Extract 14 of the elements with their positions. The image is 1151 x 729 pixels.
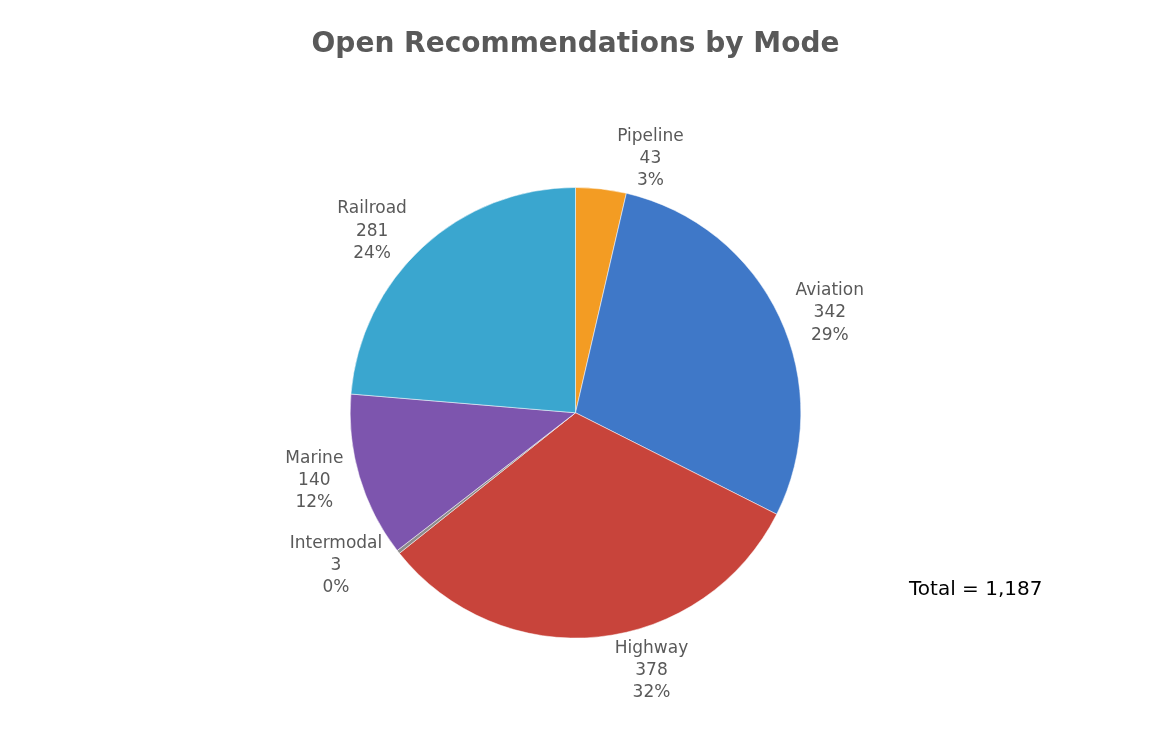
data-label: 140 12% (295, 469, 334, 512)
slice-label: Railroad (337, 197, 407, 218)
data-label: 281 24% (353, 219, 392, 262)
chart-title: Open Recommendations by Mode (311, 26, 840, 60)
slice-label: Highway (614, 636, 689, 657)
data-label: 3 0% (322, 554, 350, 597)
slice-label: Marine (285, 447, 344, 468)
slice-label: Intermodal (289, 532, 383, 553)
data-label: 43 3% (636, 147, 664, 190)
data-label: 378 32% (632, 658, 671, 701)
data-label: 342 29% (810, 301, 849, 344)
slice-label: Aviation (795, 279, 865, 300)
slice-label: Pipeline (617, 125, 684, 146)
text: Total = 1,187 (908, 576, 1043, 600)
